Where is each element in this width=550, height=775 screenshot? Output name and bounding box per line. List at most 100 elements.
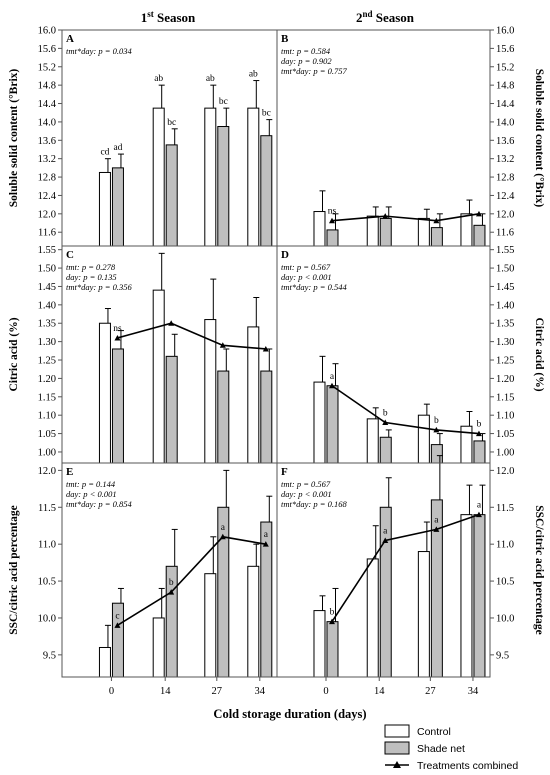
season-header-right: 2nd Season	[356, 9, 415, 25]
combined-point-label: ns	[113, 324, 122, 334]
stat-annotation: tmt: p = 0.278	[66, 262, 116, 272]
combined-line	[331, 213, 480, 222]
combined-point-label: a	[330, 372, 335, 382]
y-tick-label: 12.0	[496, 466, 514, 477]
combined-point	[475, 511, 482, 518]
bar-shade	[260, 370, 273, 464]
bar-shade	[430, 499, 443, 678]
combined-point	[433, 526, 440, 532]
bar-control	[417, 551, 430, 678]
bar-shade	[326, 385, 339, 464]
combined-point-label: b	[434, 416, 439, 426]
y-tick-label: 1.30	[496, 337, 514, 348]
y-tick-label: 1.50	[38, 264, 56, 275]
y-tick-label: 11.5	[496, 503, 514, 514]
x-tick-label: 27	[425, 686, 436, 697]
bar-shade	[326, 621, 339, 678]
figure-frame	[61, 29, 491, 678]
y-tick-label: 14.0	[496, 117, 514, 128]
bar-shade	[326, 229, 339, 247]
y-tick-label: 12.4	[496, 191, 515, 202]
x-tick-label: 14	[160, 686, 171, 697]
combined-line	[331, 385, 480, 435]
significance-letter: bc	[219, 97, 228, 107]
panel-c: 1.00 1.05 1.10 1.15 1.20 1.25 1.30 1.35 1.40 1.45…	[8, 245, 273, 464]
y-tick-label: 1.45	[496, 282, 514, 293]
combined-point	[262, 345, 269, 352]
significance-letter: bc	[167, 118, 176, 128]
bar-control	[417, 414, 430, 464]
legend-label-control: Control	[417, 726, 451, 738]
significance-letter: ad	[113, 143, 122, 153]
panel-d: 1.00 1.05 1.10 1.15 1.20 1.25 1.30 1.35 1.40 1.45…	[281, 245, 545, 464]
y-tick-label: 1.20	[496, 374, 514, 385]
legend: Control Shade net Treatments combined	[384, 724, 518, 772]
legend-swatch-shade	[384, 741, 410, 755]
bar-control	[460, 213, 473, 247]
y-tick-label: 1.35	[496, 319, 514, 330]
bar-control	[313, 381, 326, 464]
bar-shade	[111, 167, 124, 247]
panel-letter: B	[281, 33, 289, 45]
y-tick-label: 9.5	[43, 650, 56, 661]
y-tick-label: 1.15	[496, 392, 514, 403]
combined-point	[382, 419, 389, 426]
combined-point	[382, 213, 389, 219]
bar-shade	[217, 126, 230, 247]
y-tick-label: 14.0	[38, 117, 56, 128]
bar-control	[98, 171, 111, 247]
stat-annotation: tmt*day: p = 0.034	[66, 46, 132, 56]
season-header-left: 1st Season	[141, 9, 196, 25]
stat-annotation: tmt*day: p = 0.356	[66, 282, 132, 292]
bar-control	[247, 107, 260, 247]
stat-annotation: day: p = 0.135	[66, 272, 117, 282]
y-tick-label: 1.35	[38, 319, 56, 330]
x-tick-label: 0	[323, 686, 328, 697]
bar-shade	[165, 144, 178, 247]
y-axis-label: Citric acid (%)	[533, 317, 545, 391]
bar-shade	[379, 436, 392, 464]
combined-line	[117, 535, 266, 627]
x-tick-label: 27	[212, 686, 223, 697]
combined-point	[433, 217, 440, 224]
y-tick-label: 15.6	[496, 44, 514, 55]
combined-line	[117, 322, 266, 350]
y-tick-label: 10.5	[38, 577, 56, 588]
combined-point-label: a	[434, 515, 439, 525]
stat-annotation: day: p < 0.001	[281, 489, 332, 499]
combined-line	[331, 513, 480, 623]
y-tick-label: 14.8	[496, 81, 514, 92]
bar-control	[417, 217, 430, 247]
bar-control	[152, 617, 165, 678]
y-tick-label: 11.0	[496, 540, 514, 551]
legend-marker-combined	[393, 761, 401, 768]
stat-annotation: tmt: p = 0.567	[281, 479, 331, 489]
significance-letter: ab	[154, 74, 163, 84]
y-tick-label: 14.8	[38, 81, 56, 92]
combined-point-label: c	[115, 611, 119, 621]
y-axis-label: Soluble solid content (°Brix)	[8, 69, 20, 208]
stat-annotation: tmt*day: p = 0.168	[281, 499, 347, 509]
panel-letter: D	[281, 249, 289, 261]
y-tick-label: 1.05	[496, 429, 514, 440]
legend-label-shade: Shade net	[417, 743, 465, 755]
combined-point-label: b	[169, 578, 174, 588]
y-tick-label: 1.30	[38, 337, 56, 348]
significance-letter: bc	[262, 109, 271, 119]
y-tick-label: 13.6	[496, 136, 514, 147]
x-tick-label: 34	[468, 686, 479, 697]
combined-point	[433, 426, 440, 433]
bar-shade	[379, 217, 392, 247]
y-tick-label: 1.50	[496, 264, 514, 275]
combined-point	[219, 342, 226, 348]
bar-control	[313, 211, 326, 247]
bar-control	[366, 558, 379, 678]
stat-annotation: tmt*day: p = 0.757	[281, 66, 347, 76]
y-tick-label: 1.10	[496, 411, 514, 422]
outer-frame	[61, 29, 491, 678]
panel-e: 9.5 10.0 10.5 11.0 11.5 12.0 SSC/citric acid p…	[8, 466, 273, 678]
y-tick-label: 14.4	[496, 99, 515, 110]
combined-point	[382, 537, 389, 543]
y-tick-label: 1.25	[38, 356, 56, 367]
